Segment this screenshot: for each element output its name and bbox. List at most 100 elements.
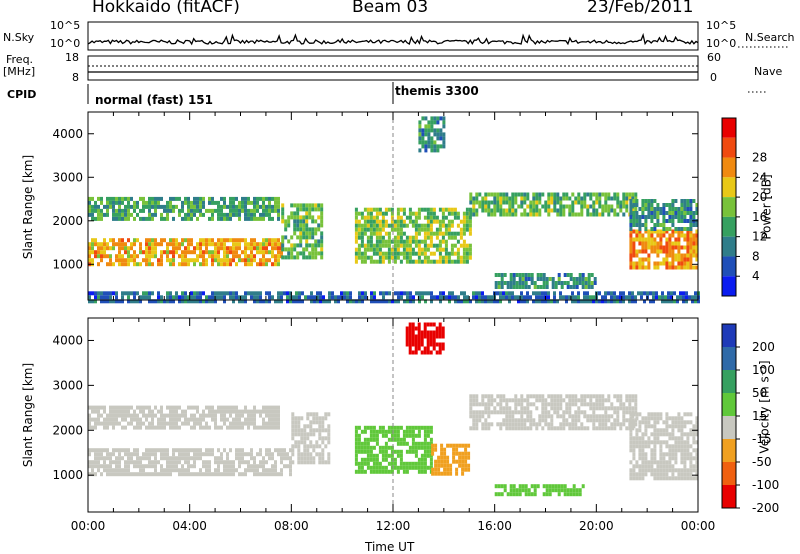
velocity-cell [446,467,450,472]
power-cell [683,211,687,215]
power-cell [547,204,551,209]
velocity-cell [411,437,415,442]
power-cell [438,243,442,248]
power-cell [538,295,541,300]
power-cell [244,238,247,243]
power-cell [100,299,103,304]
velocity-cell [309,424,313,429]
power-cell [172,295,175,300]
velocity-cell [115,405,118,410]
power-cell [502,295,505,300]
power-cell [223,250,226,255]
power-cell [118,238,121,243]
power-cell [448,295,451,300]
velocity-cell [124,460,127,465]
power-cell [514,192,518,197]
velocity-cell [366,461,370,466]
power-cell [127,250,130,255]
velocity-cell [423,461,427,466]
power-cell [557,273,561,277]
power-cell [665,219,669,223]
power-cell [400,295,403,300]
power-cell [695,233,699,238]
power-cell [610,196,614,201]
velocity-cell [562,414,566,419]
power-cell [607,208,611,213]
velocity-cell [472,426,476,431]
velocity-colorbar-swatch [722,485,736,508]
power-cell [613,208,617,213]
velocity-cell [577,398,581,403]
velocity-cell [653,472,657,477]
velocity-cell [324,428,328,433]
power-cell [650,245,654,250]
velocity-cell [689,456,693,461]
power-cell [574,200,578,205]
power-cell [478,200,482,205]
power-cell [683,261,687,266]
power-cell [629,237,633,242]
velocity-cell [253,417,256,422]
power-cell [154,204,157,209]
power-cell [506,285,510,289]
power-cell [103,204,106,209]
power-cell [88,299,91,304]
power-cell [375,247,379,252]
power-cell [187,299,190,304]
nsearch-label: N.Search [745,31,795,44]
velocity-cell [259,425,262,430]
velocity-cell [502,422,506,427]
power-cell [369,235,373,240]
velocity-cell [438,330,442,335]
power-cell [187,242,190,247]
power-cell [320,215,324,220]
power-cell [635,211,639,215]
power-cell [689,207,693,211]
velocity-cell [526,426,530,431]
power-cell [181,208,184,213]
power-cell [514,212,518,217]
power-cell [106,196,109,201]
power-cell [217,216,220,221]
power-cell [560,285,564,289]
power-cell [211,262,214,267]
velocity-cell [369,429,373,434]
power-cell [238,204,241,209]
velocity-cell [253,468,256,473]
velocity-cell [434,463,438,468]
power-cell [571,204,575,209]
velocity-cell [381,425,385,430]
velocity-cell [472,422,476,427]
power-cell [462,215,466,220]
power-cell [238,295,241,300]
power-cell [296,235,300,240]
velocity-cell [259,413,262,418]
power-cell [284,255,288,260]
power-cell [124,212,127,217]
power-cell [499,299,502,304]
power-cell [268,291,271,296]
velocity-cell [423,433,427,438]
power-cell [187,295,190,300]
velocity-cell [202,472,205,477]
velocity-cell [653,424,657,429]
velocity-cell [677,428,681,433]
power-cell [408,247,412,252]
power-cell [384,251,388,256]
velocity-cell [595,394,599,399]
velocity-cell [217,460,220,465]
velocity-cell [97,405,100,410]
power-cell [444,231,448,236]
velocity-cell [88,472,91,477]
power-cell [357,243,361,248]
velocity-cell [178,456,181,461]
velocity-cell [631,406,635,411]
velocity-cell [556,410,560,415]
power-cell [193,200,196,205]
power-cell [494,273,498,277]
velocity-cell [408,342,412,347]
velocity-cell [354,425,358,430]
power-cell [253,238,256,243]
power-cell [644,223,648,227]
velocity-cell [443,467,447,472]
